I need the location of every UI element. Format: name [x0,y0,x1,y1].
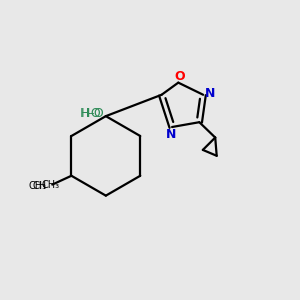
Text: O: O [175,70,185,83]
Text: N: N [206,87,216,100]
Text: H: H [80,107,89,120]
Text: -O: -O [86,107,101,120]
Text: -O: -O [90,107,104,120]
Text: CH₃: CH₃ [29,181,47,191]
Text: N: N [165,128,176,141]
Text: H: H [80,107,90,120]
Text: CH: CH [33,181,47,191]
Text: CH₃: CH₃ [42,180,60,190]
